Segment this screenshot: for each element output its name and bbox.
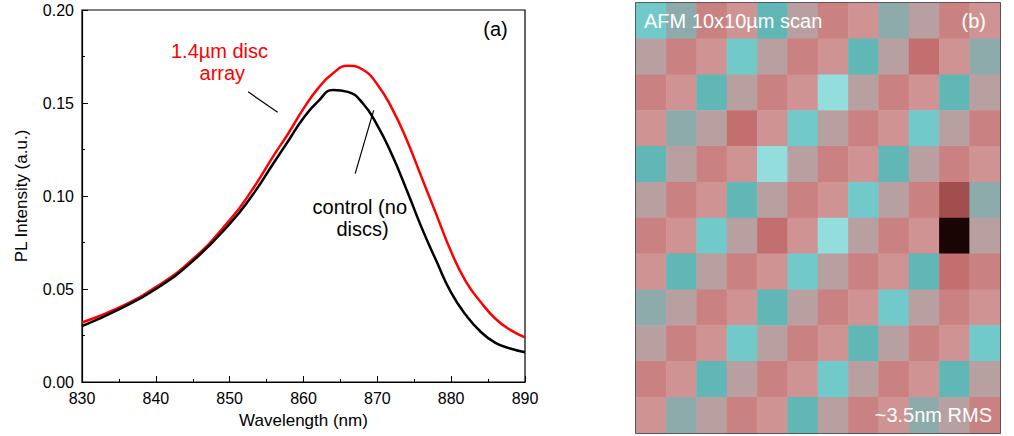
svg-text:(b): (b)	[962, 10, 986, 32]
svg-text:control (no: control (no	[313, 196, 413, 218]
svg-text:0.10: 0.10	[43, 188, 74, 205]
svg-text:870: 870	[364, 390, 391, 407]
svg-text:880: 880	[438, 390, 465, 407]
svg-text:890: 890	[512, 390, 539, 407]
svg-text:array: array	[199, 62, 245, 84]
svg-text:AFM 10x10µm scan: AFM 10x10µm scan	[644, 10, 822, 32]
svg-text:~3.5nm RMS: ~3.5nm RMS	[875, 404, 992, 426]
svg-text:840: 840	[142, 390, 169, 407]
svg-text:850: 850	[216, 390, 243, 407]
svg-text:Wavelength (nm): Wavelength (nm)	[239, 411, 368, 430]
svg-text:0.05: 0.05	[43, 281, 74, 298]
svg-text:0.00: 0.00	[43, 374, 74, 391]
svg-text:PL Intensity (a.u.): PL Intensity (a.u.)	[12, 130, 31, 263]
svg-text:(a): (a)	[483, 18, 507, 40]
svg-text:discs): discs)	[336, 218, 388, 240]
svg-text:0.20: 0.20	[43, 2, 74, 19]
svg-text:860: 860	[290, 390, 317, 407]
svg-text:0.15: 0.15	[43, 95, 74, 112]
svg-text:1.4µm disc: 1.4µm disc	[171, 40, 274, 62]
svg-text:830: 830	[69, 390, 96, 407]
